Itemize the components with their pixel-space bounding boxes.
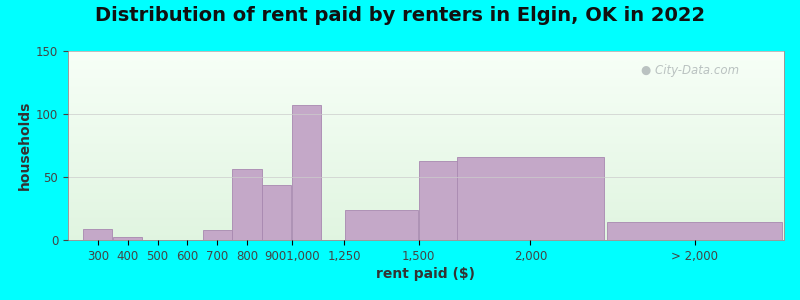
Text: ● City-Data.com: ● City-Data.com [641,64,739,77]
Bar [606,222,782,240]
Bar [419,160,492,240]
Bar [262,184,291,240]
X-axis label: rent paid ($): rent paid ($) [377,267,475,281]
Bar [292,105,322,240]
Bar [458,157,603,240]
Text: Distribution of rent paid by renters in Elgin, OK in 2022: Distribution of rent paid by renters in … [95,6,705,25]
Bar [202,230,232,240]
Bar [345,210,418,240]
Bar [113,238,142,240]
Bar [83,229,113,240]
Y-axis label: households: households [18,101,32,190]
Bar [232,169,262,240]
